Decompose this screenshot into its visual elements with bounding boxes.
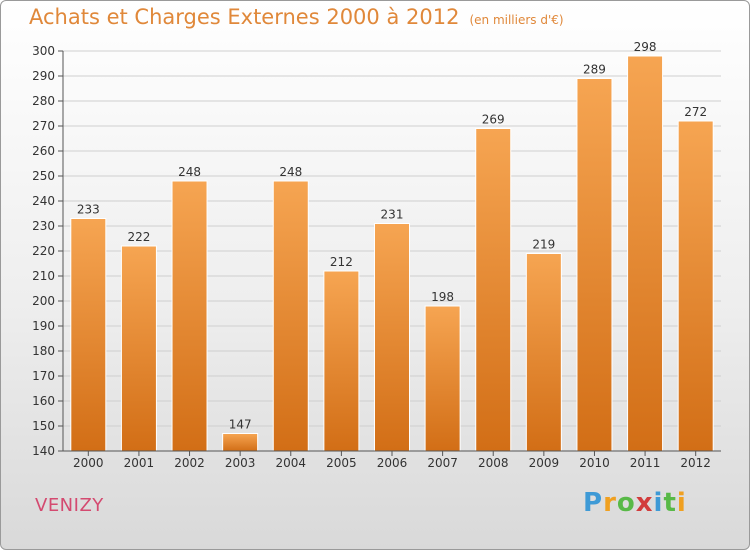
value-label-2001: 222 — [127, 230, 150, 244]
y-tick-label: 250 — [32, 169, 55, 183]
y-tick-label: 270 — [32, 119, 55, 133]
logo-letter: i — [653, 488, 664, 518]
bar-2010 — [576, 78, 613, 452]
y-tick-label: 260 — [32, 144, 55, 158]
y-tick-label: 290 — [32, 69, 55, 83]
bar-2002 — [171, 180, 208, 452]
logo-letter: i — [676, 488, 687, 518]
chart-title: Achats et Charges Externes 2000 à 2012 (e… — [29, 5, 564, 29]
bar-2001 — [120, 245, 157, 452]
bar-2003 — [222, 433, 259, 452]
proxiti-logo: Proxiti — [583, 488, 687, 518]
x-tick-label: 2009 — [529, 456, 560, 470]
bar-2012 — [677, 120, 714, 452]
value-label-2007: 198 — [431, 290, 454, 304]
bar-2009 — [525, 253, 562, 452]
y-tick-label: 240 — [32, 194, 55, 208]
y-tick-label: 220 — [32, 244, 55, 258]
y-tick-label: 300 — [32, 44, 55, 58]
value-label-2012: 272 — [684, 105, 707, 119]
x-tick-label: 2001 — [124, 456, 155, 470]
x-tick-label: 2002 — [174, 456, 205, 470]
x-tick-label: 2008 — [478, 456, 509, 470]
bar-2007 — [424, 305, 461, 452]
x-tick-label: 2006 — [377, 456, 408, 470]
bar-2005 — [323, 270, 360, 452]
y-tick-label: 190 — [32, 319, 55, 333]
title-text: Achats et Charges Externes 2000 à 2012 — [29, 5, 460, 29]
y-tick-label: 180 — [32, 344, 55, 358]
bars: 233 222 248 147 248 212 231 198 269 219 289 298 272 — [70, 40, 714, 452]
logo-letter: o — [616, 488, 636, 518]
value-label-2006: 231 — [381, 208, 404, 222]
y-tick-label: 230 — [32, 219, 55, 233]
y-tick-label: 160 — [32, 394, 55, 408]
bar-2006 — [374, 223, 410, 452]
x-tick-label: 2010 — [579, 456, 610, 470]
y-tick-label: 280 — [32, 94, 55, 108]
value-label-2010: 289 — [583, 63, 606, 77]
y-tick-label: 140 — [32, 444, 55, 458]
chart-subtitle: (en milliers d'€) — [469, 13, 564, 27]
x-tick-label: 2007 — [427, 456, 458, 470]
value-label-2004: 248 — [279, 165, 302, 179]
value-label-2008: 269 — [482, 113, 505, 127]
logo-letter: x — [635, 488, 654, 518]
x-axis: 2000 2001 2002 2003 2004 2005 2006 2007 2008 2009… — [63, 450, 721, 470]
x-tick-label: 2011 — [630, 456, 661, 470]
value-label-2005: 212 — [330, 255, 353, 269]
location-label: VENIZY — [35, 495, 104, 516]
logo-letter: r — [603, 488, 617, 518]
bar-2000 — [70, 218, 107, 452]
value-label-2000: 233 — [77, 203, 100, 217]
y-tick-label: 200 — [32, 294, 55, 308]
x-tick-label: 2004 — [275, 456, 306, 470]
y-tick-label: 170 — [32, 369, 55, 383]
y-tick-label: 210 — [32, 269, 55, 283]
bar-2004 — [272, 180, 309, 452]
x-tick-label: 2005 — [326, 456, 357, 470]
x-tick-label: 2000 — [73, 456, 104, 470]
y-axis: 140 150 160 170 180 190 200 210 220 230 240 250 260 2… — [32, 44, 64, 458]
value-label-2009: 219 — [532, 238, 555, 252]
value-label-2002: 248 — [178, 165, 201, 179]
y-tick-label: 150 — [32, 419, 55, 433]
logo-letter: t — [663, 488, 677, 518]
logo-letter: P — [583, 488, 604, 518]
bar-2008 — [475, 128, 512, 452]
value-label-2003: 147 — [229, 418, 252, 432]
value-label-2011: 298 — [634, 40, 657, 54]
x-tick-label: 2012 — [680, 456, 711, 470]
bar-2011 — [627, 55, 664, 452]
x-tick-label: 2003 — [225, 456, 256, 470]
